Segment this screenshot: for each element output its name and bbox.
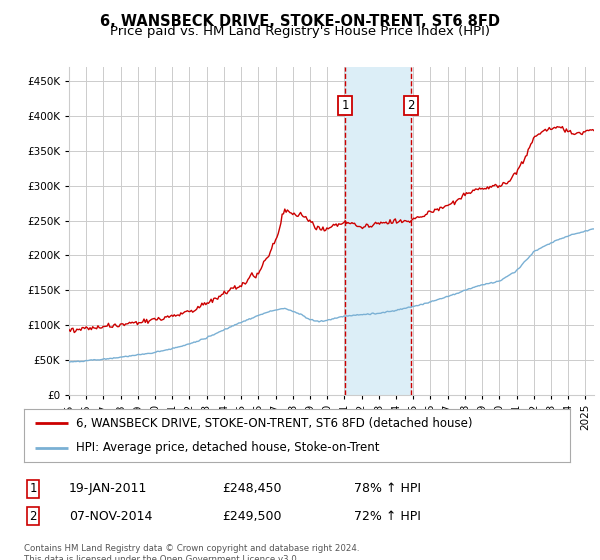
- Text: 6, WANSBECK DRIVE, STOKE-ON-TRENT, ST6 8FD: 6, WANSBECK DRIVE, STOKE-ON-TRENT, ST6 8…: [100, 14, 500, 29]
- Text: 07-NOV-2014: 07-NOV-2014: [69, 510, 152, 523]
- Text: 1: 1: [29, 482, 37, 496]
- Text: £249,500: £249,500: [222, 510, 281, 523]
- Text: 1: 1: [341, 99, 349, 112]
- Text: £248,450: £248,450: [222, 482, 281, 496]
- Text: Price paid vs. HM Land Registry's House Price Index (HPI): Price paid vs. HM Land Registry's House …: [110, 25, 490, 38]
- Text: 2: 2: [407, 99, 415, 112]
- Text: 72% ↑ HPI: 72% ↑ HPI: [354, 510, 421, 523]
- Text: 6, WANSBECK DRIVE, STOKE-ON-TRENT, ST6 8FD (detached house): 6, WANSBECK DRIVE, STOKE-ON-TRENT, ST6 8…: [76, 417, 472, 430]
- Bar: [345, 67, 410, 395]
- Text: 2: 2: [29, 510, 37, 523]
- Text: 78% ↑ HPI: 78% ↑ HPI: [354, 482, 421, 496]
- Text: Contains HM Land Registry data © Crown copyright and database right 2024.
This d: Contains HM Land Registry data © Crown c…: [24, 544, 359, 560]
- Text: 19-JAN-2011: 19-JAN-2011: [69, 482, 148, 496]
- Text: HPI: Average price, detached house, Stoke-on-Trent: HPI: Average price, detached house, Stok…: [76, 441, 379, 454]
